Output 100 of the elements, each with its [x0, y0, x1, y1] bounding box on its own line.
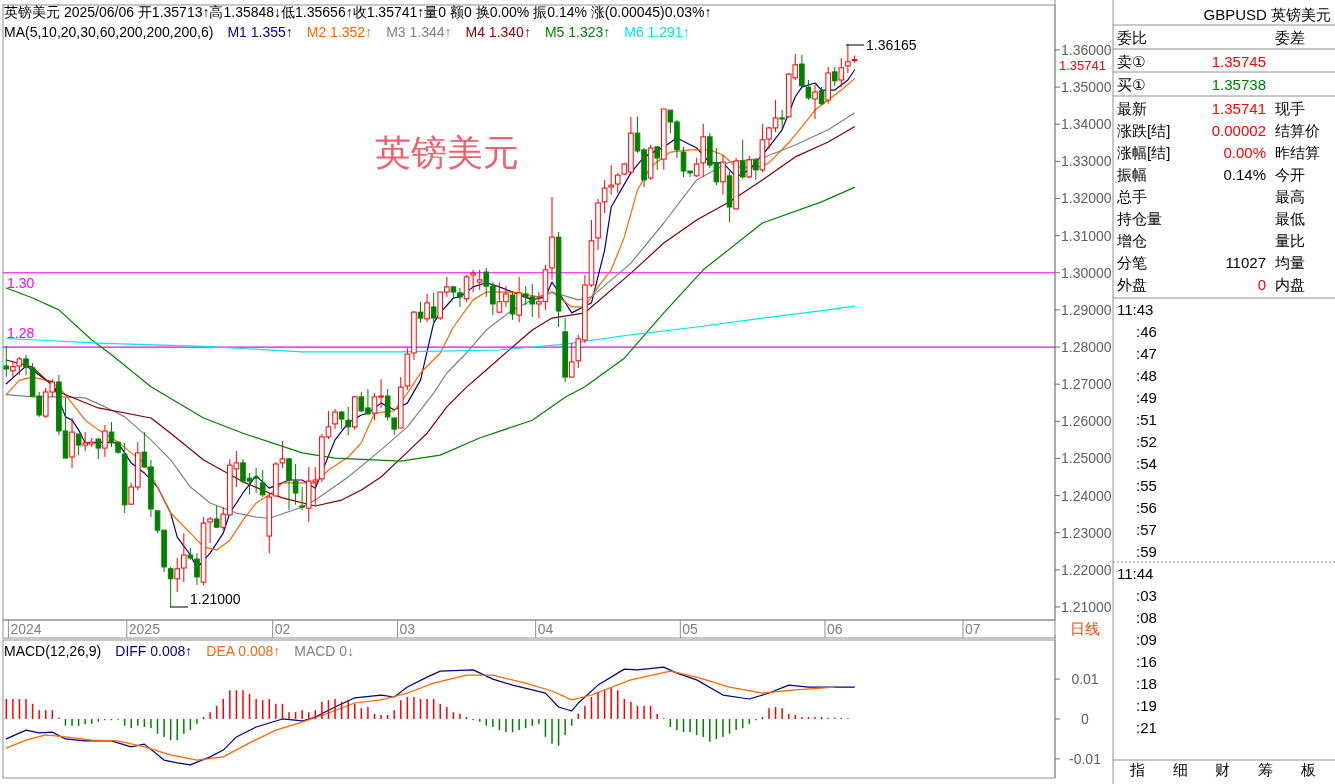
annotation: 1.36165 — [866, 37, 917, 53]
candlestick — [654, 145, 661, 171]
candlestick — [167, 566, 174, 608]
text: 11:44 — [1117, 565, 1154, 582]
text: 总手 — [1116, 188, 1147, 205]
text: 最新 — [1117, 100, 1147, 117]
text: 现手 — [1275, 100, 1305, 117]
x-tick-label: 04 — [537, 621, 554, 637]
text: 持仓量 — [1117, 210, 1162, 227]
candlestick — [476, 269, 483, 291]
text: 量比 — [1275, 232, 1305, 249]
text: 1.35741 — [1211, 100, 1266, 117]
text: :55 — [1136, 477, 1157, 494]
text: 1.35738 — [1211, 76, 1266, 93]
candlestick — [568, 342, 575, 378]
text: 0.00002 — [1211, 122, 1266, 139]
text: 振幅 — [1117, 166, 1147, 183]
text: GBPUSD 英镑美元 — [1203, 6, 1331, 23]
text: M4 1.340↑ — [465, 24, 531, 40]
candlestick — [845, 43, 851, 74]
text: M6 1.291↑ — [624, 24, 690, 40]
text: 均量 — [1274, 254, 1305, 271]
text: 委差 — [1275, 29, 1305, 46]
text: 细 — [1172, 761, 1188, 778]
text: 外盘 — [1117, 276, 1147, 293]
text: 0 — [1257, 276, 1266, 293]
candlestick — [516, 276, 522, 323]
text: 今开 — [1275, 166, 1305, 183]
y-tick-label: 1.25000 — [1061, 450, 1112, 467]
x-tick-label: 06 — [826, 621, 843, 637]
y-tick-label: 1.31000 — [1061, 227, 1112, 244]
candlestick — [95, 437, 102, 460]
x-tick-label: 02 — [274, 621, 291, 637]
text: :16 — [1136, 653, 1157, 670]
candlestick — [838, 57, 845, 88]
candlestick — [424, 293, 430, 323]
y-tick-label: 0 — [1081, 710, 1090, 727]
x-tick-label: 05 — [682, 621, 699, 637]
text: 0.14% — [1223, 166, 1266, 183]
text: :54 — [1136, 455, 1157, 472]
y-tick-label: 1.21000 — [1061, 599, 1112, 615]
text: :57 — [1136, 521, 1157, 538]
y-tick-label: 1.24000 — [1061, 487, 1112, 504]
text: :48 — [1136, 367, 1157, 384]
text: 买① — [1117, 76, 1146, 93]
text: :21 — [1136, 719, 1157, 736]
text: 日线 — [1070, 620, 1100, 637]
text: :46 — [1136, 323, 1157, 340]
candlestick — [693, 157, 700, 178]
text: :47 — [1136, 345, 1157, 362]
y-tick-label: 1.22000 — [1061, 561, 1112, 578]
text: 最高 — [1275, 188, 1305, 205]
legend-title: MA(5,10,20,30,60,200,200,200,6) — [4, 24, 214, 40]
y-tick-label: 1.32000 — [1061, 190, 1112, 207]
text: :49 — [1136, 389, 1157, 406]
candlestick — [470, 269, 476, 293]
text: DEA 0.008↑ — [206, 643, 281, 659]
text: 结算价 — [1275, 122, 1320, 139]
candlestick — [345, 406, 351, 436]
x-tick-label: 2025 — [128, 621, 161, 637]
x-tick-label: 2024 — [10, 621, 42, 637]
ref-line-label: 1.28 — [7, 325, 35, 342]
text: M1 1.355↑ — [227, 24, 293, 40]
y-tick-label: 1.26000 — [1061, 413, 1112, 430]
text: 指 — [1128, 761, 1145, 778]
candlestick — [720, 154, 726, 196]
text: 板 — [1299, 761, 1316, 778]
candlestick — [463, 274, 470, 303]
text: 卖① — [1117, 53, 1146, 70]
candlestick — [739, 139, 746, 180]
text: 涨幅[结] — [1117, 144, 1171, 161]
candlestick — [299, 486, 305, 511]
y-tick-label: 1.29000 — [1061, 301, 1112, 318]
text: 昨结算 — [1275, 144, 1320, 161]
text: :09 — [1136, 631, 1157, 648]
y-tick-label: 1.30000 — [1061, 264, 1112, 281]
text: 1.35741 — [1059, 58, 1106, 73]
text: MACD 0↓ — [294, 643, 355, 659]
text: M2 1.352↑ — [306, 24, 373, 40]
candlestick — [3, 345, 10, 378]
text: 内盘 — [1275, 276, 1305, 293]
candlestick — [509, 292, 516, 321]
text: 涨跌[结] — [1117, 122, 1171, 139]
y-tick-label: 1.34000 — [1061, 116, 1112, 133]
chart-title: 英镑美元 2025/06/06 开1.35713↑高1.35848↓低1.35656↑收1.35741↑量0 额0 换0.00% 振0.14% 涨(0.00045)0.03%↑ — [4, 4, 712, 20]
text: 1.35745 — [1211, 53, 1266, 70]
text: :59 — [1136, 543, 1157, 560]
candlestick — [812, 84, 818, 120]
candlestick — [779, 109, 785, 131]
text: 最低 — [1275, 210, 1305, 227]
candlestick — [213, 505, 220, 529]
legend-title: MACD(12,26,9) — [4, 643, 102, 659]
text: :52 — [1136, 433, 1157, 450]
text: :18 — [1136, 675, 1157, 692]
text: :03 — [1136, 587, 1157, 604]
y-tick-label: 1.35000 — [1061, 79, 1112, 96]
ref-line-label: 1.30 — [7, 274, 35, 291]
y-tick-label: 1.27000 — [1061, 376, 1112, 393]
text: 0.00% — [1223, 144, 1266, 161]
candlestick — [102, 424, 108, 458]
